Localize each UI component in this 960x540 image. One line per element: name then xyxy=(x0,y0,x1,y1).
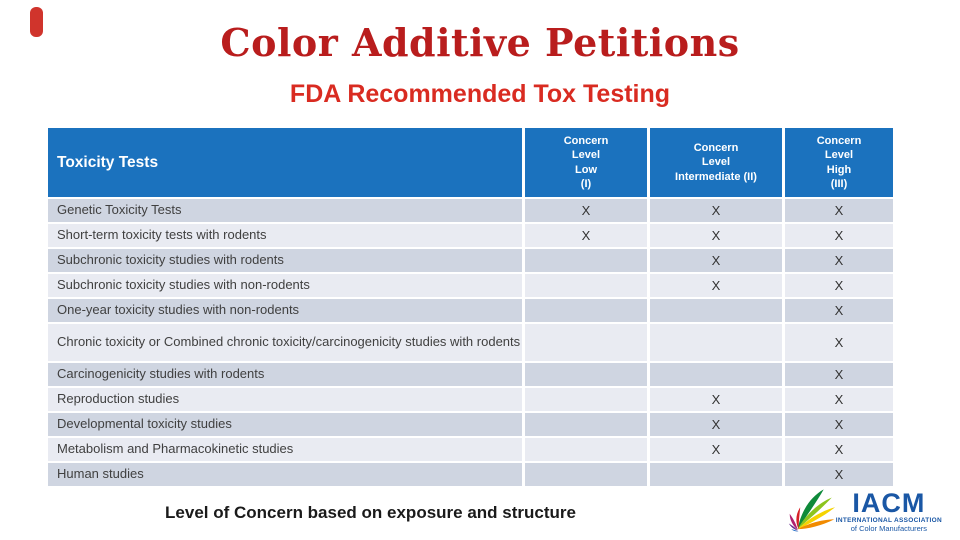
mark-intermediate xyxy=(650,463,782,486)
mark-intermediate xyxy=(650,363,782,386)
row-label: Carcinogenicity studies with rodents xyxy=(48,363,522,386)
table-row: Chronic toxicity or Combined chronic tox… xyxy=(48,324,893,361)
mark-intermediate: X xyxy=(650,199,782,222)
mark-intermediate: X xyxy=(650,388,782,411)
table-row: Genetic Toxicity Tests X X X xyxy=(48,199,893,222)
row-label: Developmental toxicity studies xyxy=(48,413,522,436)
table-body: Genetic Toxicity Tests X X X Short-term toxi… xyxy=(48,199,893,486)
table-row: Developmental toxicity studies X X xyxy=(48,413,893,436)
mark-low xyxy=(525,324,647,361)
mark-intermediate: X xyxy=(650,413,782,436)
table-row: Metabolism and Pharmacokinetic studies X X xyxy=(48,438,893,461)
mark-high: X xyxy=(785,413,893,436)
logo-acronym: IACM xyxy=(852,488,926,518)
mark-low xyxy=(525,274,647,297)
mark-intermediate: X xyxy=(650,274,782,297)
mark-low xyxy=(525,438,647,461)
mark-low xyxy=(525,249,647,272)
mark-high: X xyxy=(785,438,893,461)
feather-icon xyxy=(788,489,835,532)
mark-high: X xyxy=(785,324,893,361)
mark-high: X xyxy=(785,463,893,486)
row-label: Genetic Toxicity Tests xyxy=(48,199,522,222)
table-row: Subchronic toxicity studies with rodents… xyxy=(48,249,893,272)
header-concern-low: Concern Level Low (I) xyxy=(525,128,647,197)
row-label: Subchronic toxicity studies with rodents xyxy=(48,249,522,272)
mark-low xyxy=(525,388,647,411)
header-concern-intermediate: Concern Level Intermediate (II) xyxy=(650,128,782,197)
mark-low: X xyxy=(525,224,647,247)
mark-low xyxy=(525,413,647,436)
tox-testing-table: Toxicity Tests Concern Level Low (I) Con… xyxy=(48,128,893,486)
table-row: Carcinogenicity studies with rodents X xyxy=(48,363,893,386)
slide-subtitle: FDA Recommended Tox Testing xyxy=(289,80,671,108)
mark-high: X xyxy=(785,199,893,222)
mark-high: X xyxy=(785,249,893,272)
row-label: One-year toxicity studies with non-roden… xyxy=(48,299,522,322)
logo-manufacturers-line: of Color Manufacturers xyxy=(850,523,928,533)
row-label: Metabolism and Pharmacokinetic studies xyxy=(48,438,522,461)
table-row: Short-term toxicity tests with rodents X X… xyxy=(48,224,893,247)
mark-low: X xyxy=(525,199,647,222)
mark-high: X xyxy=(785,224,893,247)
footer-note: Level of Concern based on exposure and s… xyxy=(165,503,576,522)
mark-intermediate: X xyxy=(650,438,782,461)
mark-low xyxy=(525,363,647,386)
mark-intermediate xyxy=(650,299,782,322)
slide-title: Color Additive Petitions xyxy=(220,20,740,65)
mark-intermediate xyxy=(650,324,782,361)
table-row: Reproduction studies X X xyxy=(48,388,893,411)
mark-low xyxy=(525,463,647,486)
header-toxicity-tests: Toxicity Tests xyxy=(48,128,522,197)
mark-low xyxy=(525,299,647,322)
red-accent-bar xyxy=(30,7,43,37)
row-label: Human studies xyxy=(48,463,522,486)
mark-high: X xyxy=(785,274,893,297)
header-concern-high: Concern Level High (III) xyxy=(785,128,893,197)
table-row: Human studies X xyxy=(48,463,893,486)
row-label: Subchronic toxicity studies with non-rod… xyxy=(48,274,522,297)
mark-high: X xyxy=(785,363,893,386)
mark-high: X xyxy=(785,388,893,411)
table-header-row: Toxicity Tests Concern Level Low (I) Con… xyxy=(48,128,893,197)
mark-intermediate: X xyxy=(650,224,782,247)
row-label: Reproduction studies xyxy=(48,388,522,411)
logo-text-block: IACM INTERNATIONAL ASSOCIATION of Color … xyxy=(835,488,942,533)
iacm-logo: IACM INTERNATIONAL ASSOCIATION of Color … xyxy=(788,486,942,534)
table-row: One-year toxicity studies with non-roden… xyxy=(48,299,893,322)
mark-intermediate: X xyxy=(650,249,782,272)
logo-association-line: INTERNATIONAL ASSOCIATION xyxy=(835,516,942,524)
table-row: Subchronic toxicity studies with non-rod… xyxy=(48,274,893,297)
mark-high: X xyxy=(785,299,893,322)
row-label: Short-term toxicity tests with rodents xyxy=(48,224,522,247)
row-label: Chronic toxicity or Combined chronic tox… xyxy=(48,324,522,361)
